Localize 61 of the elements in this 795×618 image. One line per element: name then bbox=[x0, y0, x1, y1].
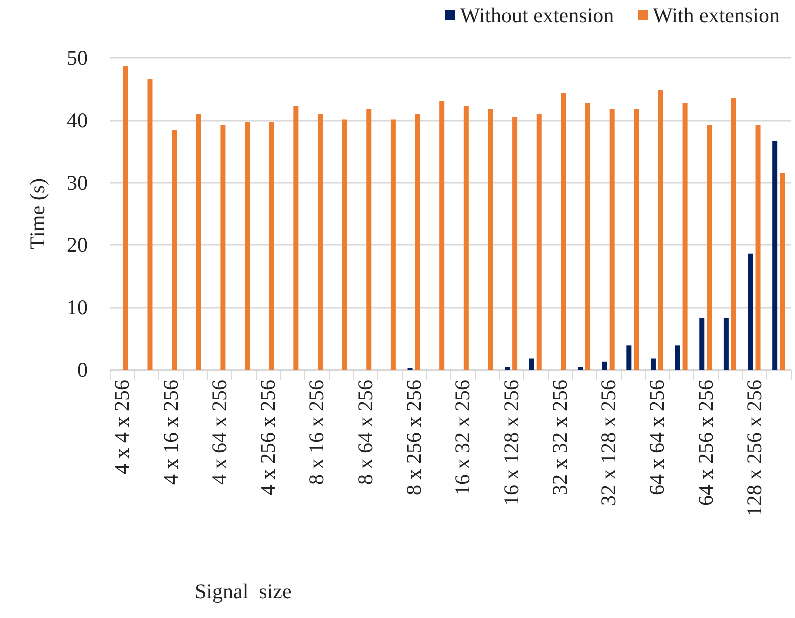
x-tick-label: 32 x 32 x 256 bbox=[548, 380, 572, 496]
bar bbox=[561, 92, 566, 370]
bar bbox=[772, 140, 778, 370]
x-tick-label: 8 x 64 x 256 bbox=[353, 380, 378, 485]
x-tick-label: 128 x 256 x 256 bbox=[742, 380, 767, 516]
bar bbox=[529, 358, 534, 370]
bar bbox=[245, 122, 250, 370]
bar bbox=[464, 106, 469, 370]
bar bbox=[536, 114, 542, 370]
bar bbox=[748, 254, 754, 370]
x-tick-label: 4 x 16 x 256 bbox=[158, 380, 183, 485]
bar bbox=[780, 173, 786, 370]
bar bbox=[269, 122, 274, 370]
legend-label: Without extension bbox=[460, 4, 615, 28]
bar bbox=[658, 90, 664, 370]
x-tick-label: 8 x 16 x 256 bbox=[304, 380, 329, 485]
bar bbox=[512, 117, 518, 370]
bar bbox=[675, 346, 680, 370]
x-tick-label: 8 x 256 x 256 bbox=[402, 380, 426, 496]
bar bbox=[756, 125, 761, 370]
bar bbox=[488, 109, 494, 370]
bar bbox=[700, 318, 705, 370]
x-axis-title: Signal size bbox=[195, 580, 292, 604]
x-tick-label: 64 x 64 x 256 bbox=[645, 380, 670, 496]
bar bbox=[724, 318, 729, 370]
bar bbox=[650, 358, 656, 370]
y-tick-label: 40 bbox=[67, 108, 88, 132]
legend-label: With extension bbox=[653, 4, 780, 28]
x-tick-label: 16 x 32 x 256 bbox=[450, 380, 475, 496]
bar bbox=[602, 362, 608, 370]
bar bbox=[148, 79, 153, 370]
bar bbox=[586, 104, 591, 370]
bar bbox=[626, 346, 632, 370]
x-tick-label: 4 x 256 x 256 bbox=[256, 380, 280, 496]
bar bbox=[610, 109, 615, 370]
x-tick-label: 32 x 128 x 256 bbox=[596, 380, 621, 506]
bar bbox=[318, 114, 323, 370]
x-tick-label: 4 x 64 x 256 bbox=[207, 380, 232, 485]
y-tick-label: 30 bbox=[67, 170, 88, 195]
y-tick-label: 10 bbox=[67, 296, 88, 320]
y-axis-title: Time (s) bbox=[26, 178, 50, 250]
bar bbox=[342, 120, 348, 370]
bar bbox=[682, 104, 688, 370]
bar bbox=[731, 98, 736, 370]
bar bbox=[634, 109, 640, 370]
bar bbox=[366, 109, 372, 370]
bar bbox=[123, 66, 128, 370]
x-tick-label: 4 x 4 x 256 bbox=[110, 380, 134, 474]
y-tick-label: 0 bbox=[78, 358, 88, 382]
y-tick-label: 20 bbox=[67, 233, 88, 258]
bar bbox=[707, 125, 712, 370]
bar bbox=[294, 106, 299, 370]
bar bbox=[172, 130, 178, 370]
bar bbox=[440, 101, 445, 370]
x-tick-label: 16 x 128 x 256 bbox=[499, 380, 524, 506]
y-tick-label: 50 bbox=[67, 46, 88, 70]
bar bbox=[415, 114, 420, 370]
bar bbox=[220, 125, 226, 370]
bar bbox=[196, 114, 202, 370]
bar bbox=[390, 120, 396, 370]
x-tick-label: 64 x 256 x 256 bbox=[694, 380, 718, 506]
